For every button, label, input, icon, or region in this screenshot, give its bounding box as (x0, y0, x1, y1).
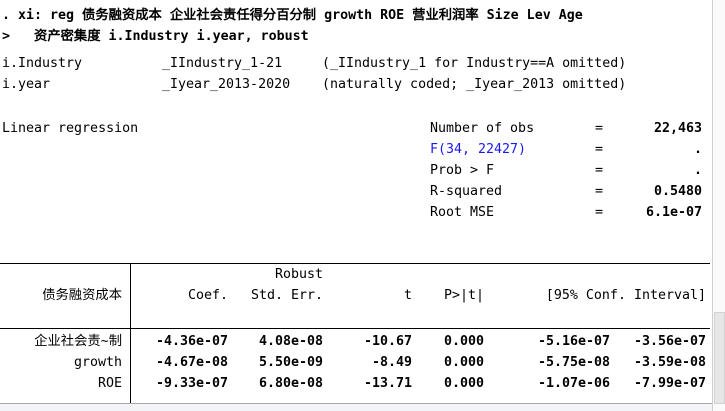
robust-header-label: Robust (274, 267, 323, 282)
table-header-row: 债务融资成本 Coef. Std. Err. t P>|t| [95% Conf… (0, 287, 725, 308)
stderr-header: Std. Err. (250, 288, 323, 303)
ci-high-value: -3.56e-07 (633, 334, 706, 349)
xi-factor: i.year (2, 77, 51, 92)
window-separator-line (0, 403, 712, 404)
ci-low-value: -5.16e-07 (537, 334, 610, 349)
command-line-2: > 资产密集度 i.Industry i.year, robust (2, 29, 309, 44)
table-top-rule (0, 263, 710, 264)
equals-sign: = (595, 184, 604, 199)
stat-label: Number of obs (430, 121, 535, 136)
command-line-1: . xi: reg 债务融资成本 企业社会责任得分百分制 growth ROE … (2, 8, 583, 23)
xi-note-year: i.year _Iyear_2013-2020 (naturally coded… (0, 74, 725, 95)
p-value: 0.000 (443, 376, 484, 391)
t-header: t (403, 288, 412, 303)
equals-sign: = (595, 205, 604, 220)
stat-prob-f: Prob > F = . (0, 160, 725, 181)
row-variable-label: ROE (97, 376, 122, 391)
t-value: -10.67 (363, 334, 412, 349)
stat-value: 6.1e-07 (645, 205, 702, 220)
p-header: P>|t| (443, 288, 484, 303)
scrollbar-track[interactable] (713, 0, 725, 411)
t-value: -13.71 (363, 376, 412, 391)
stat-number-of-obs: Number of obs = 22,463 (0, 118, 725, 139)
depvar-label: 债务融资成本 (42, 288, 122, 303)
stat-label: Prob > F (430, 163, 495, 178)
stat-r-squared: R-squared = 0.5480 (0, 181, 725, 202)
table-header-robust-row: Robust (0, 266, 725, 287)
table-row: growth -4.67e-08 5.50e-09 -8.49 0.000 -5… (0, 354, 725, 375)
equals-sign: = (595, 163, 604, 178)
scrollbar-thumb[interactable] (714, 312, 725, 404)
ci-high-value: -3.59e-08 (633, 355, 706, 370)
scrollbar-border (712, 0, 713, 411)
table-row: ROE -9.33e-07 6.80e-08 -13.71 0.000 -1.0… (0, 375, 725, 396)
coef-header: Coef. (187, 288, 228, 303)
stat-root-mse: Root MSE = 6.1e-07 (0, 202, 725, 223)
stat-value: 0.5480 (653, 184, 702, 199)
stat-value: 22,463 (653, 121, 702, 136)
ci-high-value: -7.99e-07 (633, 376, 706, 391)
xi-omitted-note: (naturally coded; _Iyear_2013 omitted) (322, 77, 627, 92)
p-value: 0.000 (443, 355, 484, 370)
f-stat-link[interactable]: F(34, 22427) (430, 142, 527, 157)
coef-value: -4.67e-08 (155, 355, 228, 370)
ci-header: [95% Conf. Interval] (545, 288, 706, 303)
ci-low-value: -1.07e-06 (537, 376, 610, 391)
table-row: 企业社会责~制 -4.36e-07 4.08e-08 -10.67 0.000 … (0, 333, 725, 354)
stderr-value: 5.50e-09 (258, 355, 323, 370)
table-header-rule (0, 328, 710, 329)
xi-expansion: _Iyear_2013-2020 (162, 77, 291, 92)
row-variable-label: growth (73, 355, 122, 370)
stderr-value: 4.08e-08 (258, 334, 323, 349)
model-title: Linear regression (2, 121, 139, 136)
xi-factor: i.Industry (2, 56, 83, 71)
stat-label: Root MSE (430, 205, 495, 220)
xi-note-industry: i.Industry _IIndustry_1-21 (_IIndustry_1… (0, 53, 725, 74)
equals-sign: = (595, 142, 604, 157)
row-variable-label: 企业社会责~制 (34, 334, 122, 349)
stat-value: . (693, 163, 702, 178)
coef-value: -4.36e-07 (155, 334, 228, 349)
stat-value: . (693, 142, 702, 157)
xi-omitted-note: (_IIndustry_1 for Industry==A omitted) (322, 56, 627, 71)
table-column-divider (130, 263, 131, 403)
stat-f-statistic: F(34, 22427) = . (0, 139, 725, 160)
stderr-value: 6.80e-08 (258, 376, 323, 391)
equals-sign: = (595, 121, 604, 136)
window-separator-fill (0, 404, 712, 411)
coef-value: -9.33e-07 (155, 376, 228, 391)
p-value: 0.000 (443, 334, 484, 349)
stat-label: R-squared (430, 184, 503, 199)
xi-expansion: _IIndustry_1-21 (162, 56, 283, 71)
ci-low-value: -5.75e-08 (537, 355, 610, 370)
t-value: -8.49 (371, 355, 412, 370)
